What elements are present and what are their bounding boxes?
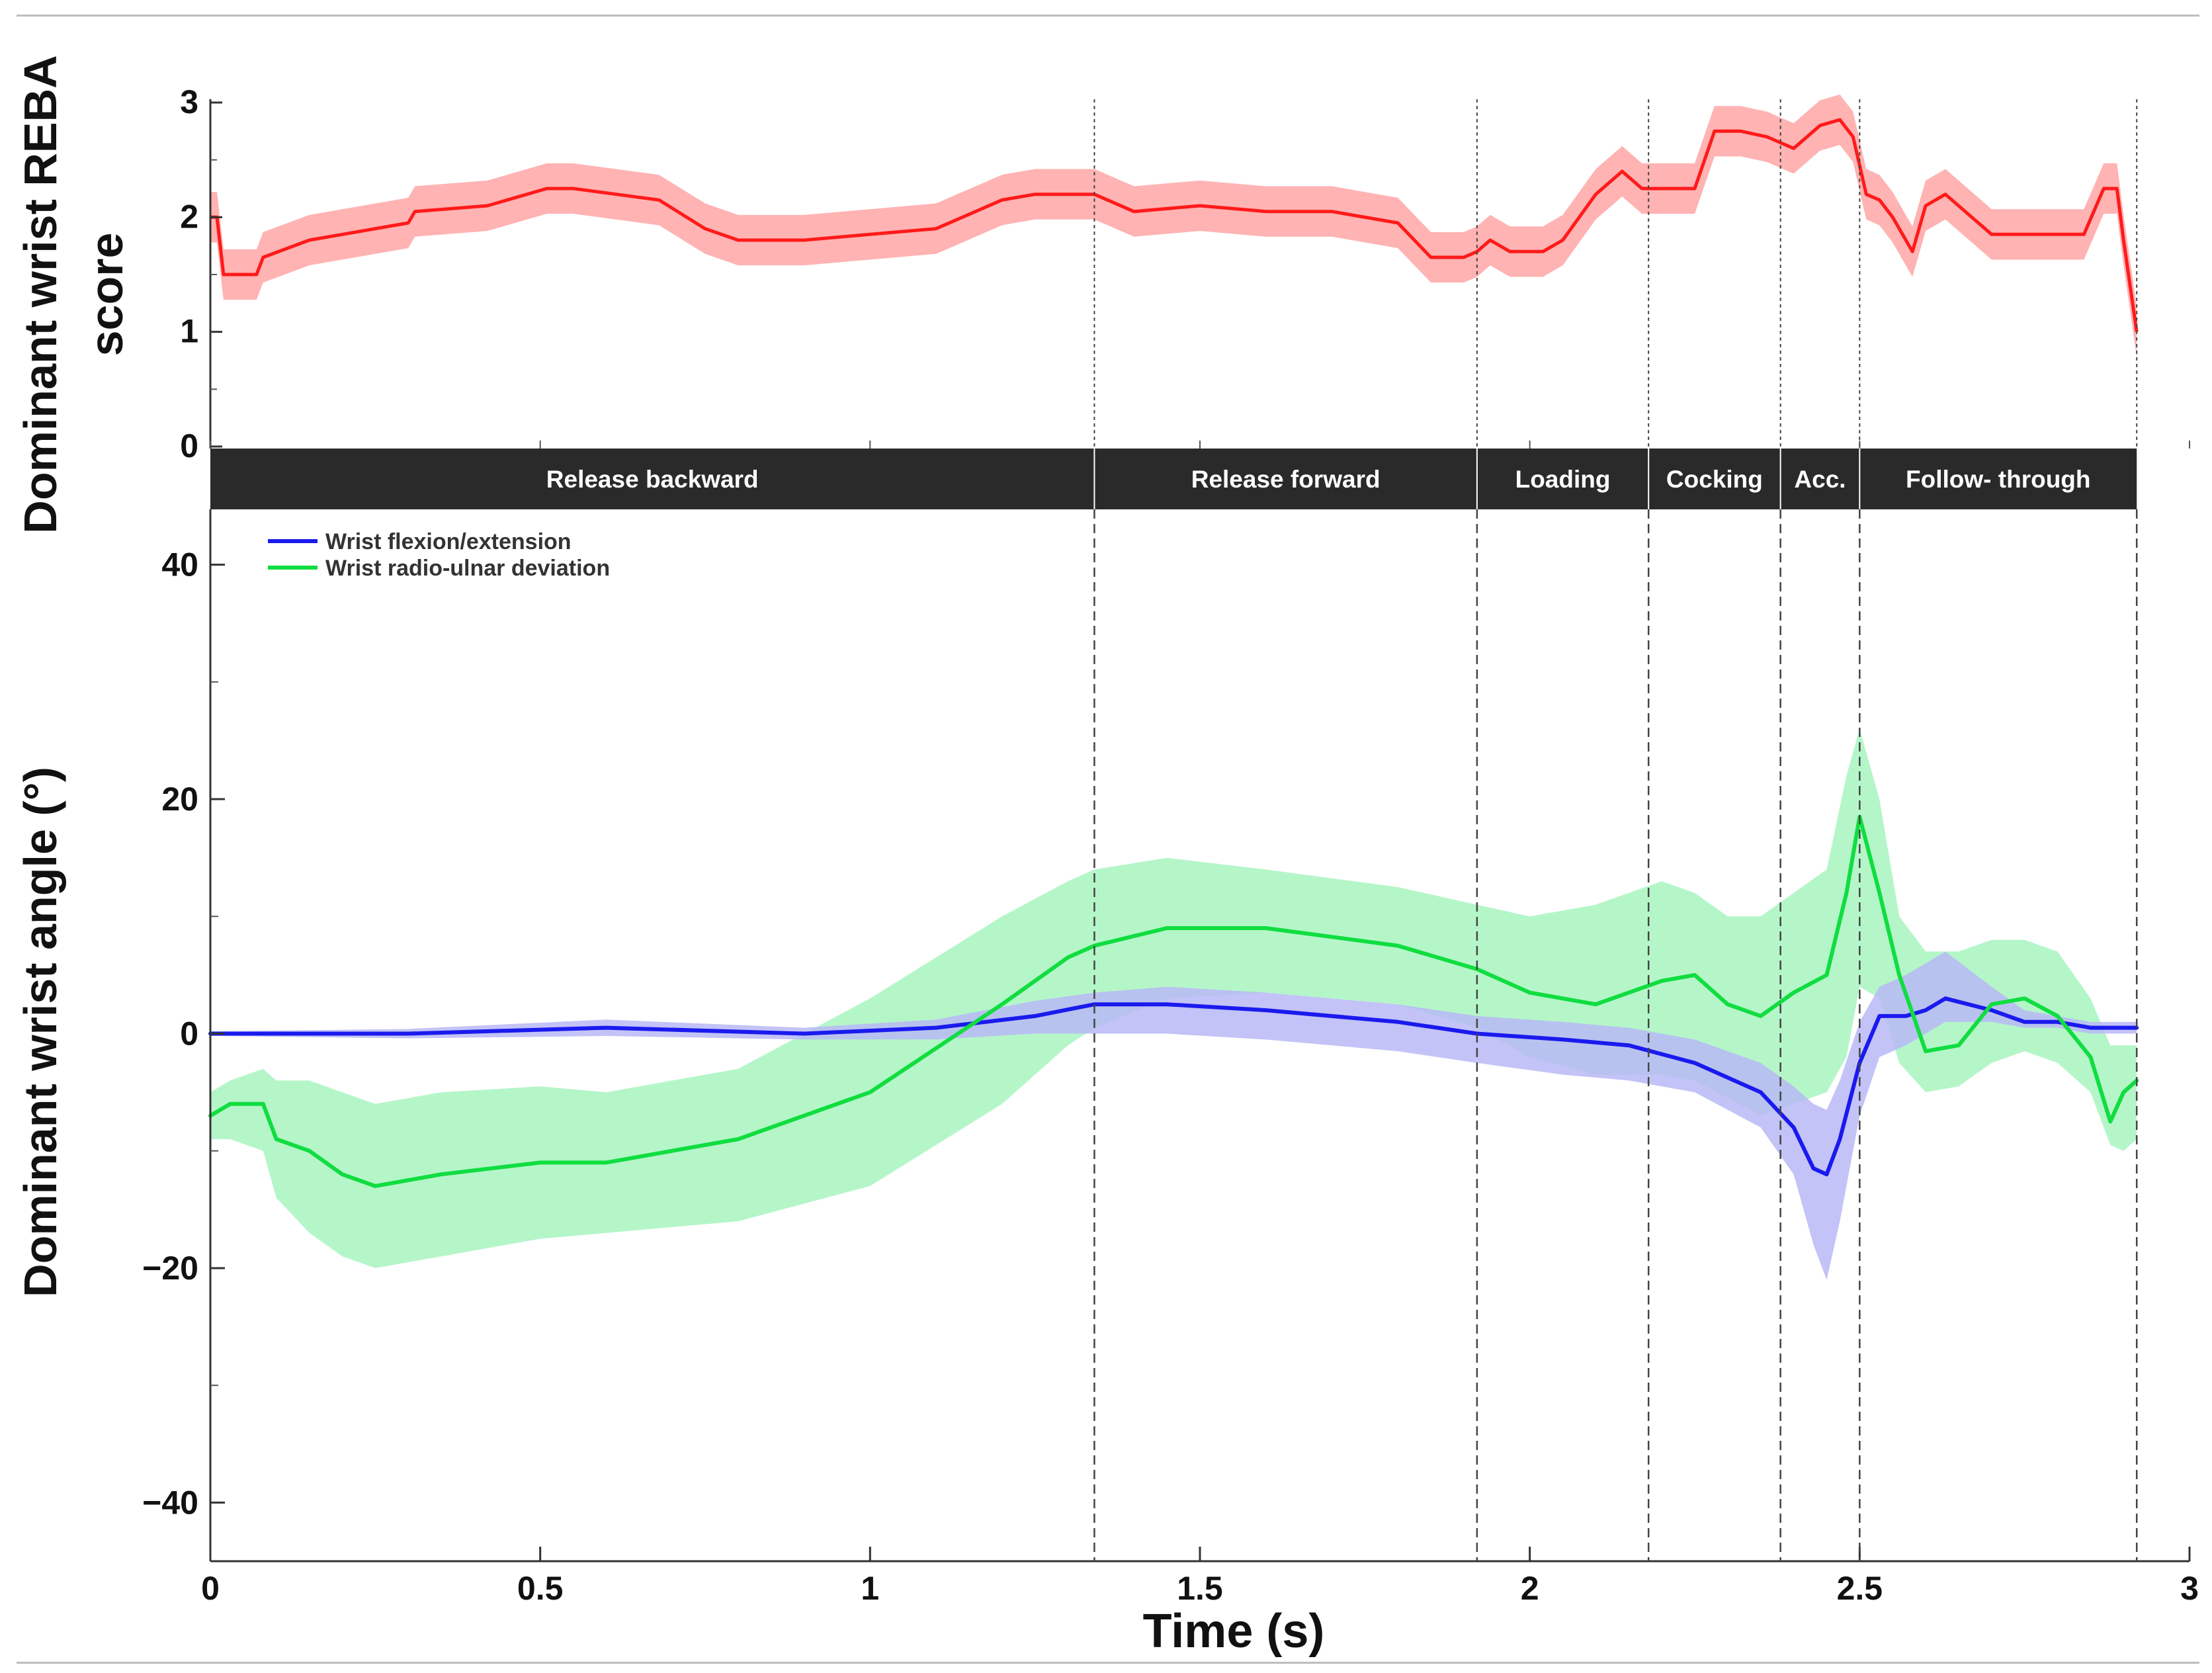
angle-axes: −40 −20 0 20 40 0 0.5 1 1.5 2 2.5 3 [142, 509, 2199, 1607]
angle-line-layer [208, 814, 2139, 1188]
reba-y-axis: 0 1 2 3 [180, 83, 2190, 464]
angle-line-deviation [208, 814, 2139, 1188]
x-tick-label: 3 [2180, 1570, 2199, 1607]
reba-y-axis-title-line2: score [81, 233, 132, 357]
phase-bar: Release backward Release forward Loading Co… [210, 449, 2137, 509]
reba-y-axis-title-line1: Dominant wrist REBA [15, 55, 66, 533]
reba-y-tick-label: 3 [180, 83, 198, 120]
x-axis-title: Time (s) [1143, 1605, 1325, 1658]
angle-band-deviation [210, 728, 2137, 1268]
frame-bottom-line [17, 1662, 2199, 1664]
x-tick-label: 1.5 [1177, 1570, 1223, 1607]
legend-label-deviation: Wrist radio-ulnar deviation [325, 556, 610, 581]
reba-band [210, 94, 2137, 357]
x-tick-label: 2.5 [1837, 1570, 1883, 1607]
reba-y-tick-label: 0 [180, 427, 198, 464]
x-tick-label: 1 [861, 1570, 879, 1607]
angle-y-tick-label: −20 [142, 1250, 198, 1287]
angle-y-tick-label: 40 [161, 546, 198, 583]
angle-band-flexion [210, 951, 2137, 1280]
angle-y-axis-title: Dominant wrist angle (°) [15, 767, 66, 1297]
x-tick-label: 0.5 [517, 1570, 564, 1607]
angle-y-tick-label: 0 [180, 1015, 198, 1052]
phase-label: Cocking [1666, 466, 1763, 493]
phase-label: Release forward [1191, 466, 1381, 493]
phase-label: Release backward [546, 466, 759, 493]
angle-y-tick-label: −40 [142, 1484, 198, 1521]
angle-line-flexion [208, 996, 2139, 1177]
reba-line [210, 118, 2139, 333]
angle-y-tick-label: 20 [161, 781, 198, 818]
angle-panel: −40 −20 0 20 40 0 0.5 1 1.5 2 2.5 3 [142, 509, 2199, 1607]
reba-line-layer [210, 118, 2139, 333]
reba-y-tick-label: 2 [180, 198, 198, 235]
angle-band-layer [210, 728, 2137, 1280]
reba-y-tick-label: 1 [180, 313, 198, 350]
phase-label: Follow- through [1906, 466, 2090, 493]
reba-band-layer [210, 94, 2137, 357]
phase-boundary-lines [1093, 99, 2138, 1561]
legend: Wrist flexion/extension Wrist radio-ulna… [268, 529, 610, 581]
x-tick-label: 2 [1521, 1570, 1539, 1607]
phase-bar-background [210, 449, 2137, 509]
legend-label-flexion: Wrist flexion/extension [325, 529, 572, 554]
phase-label: Loading [1515, 466, 1611, 493]
frame-top-line [17, 15, 2199, 17]
reba-panel: 0 1 2 3 [180, 83, 2190, 464]
phase-label: Acc. [1794, 466, 1846, 493]
x-tick-label: 0 [201, 1570, 220, 1607]
